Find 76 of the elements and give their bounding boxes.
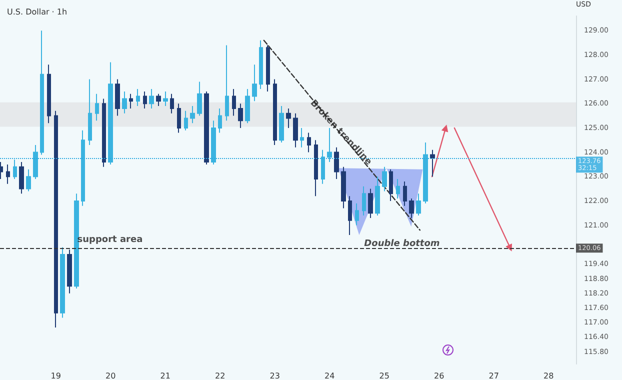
candlestick xyxy=(252,64,257,102)
candlestick xyxy=(382,166,387,192)
candlestick xyxy=(60,246,65,318)
x-tick-label: 24 xyxy=(324,372,335,380)
candlestick xyxy=(67,249,72,294)
candlestick xyxy=(163,90,168,107)
candlestick xyxy=(314,140,318,197)
candlestick xyxy=(293,112,298,148)
candlestick xyxy=(108,62,113,165)
candlestick xyxy=(245,88,250,124)
candlestick xyxy=(416,193,421,216)
candlestick xyxy=(184,110,188,131)
chart-title: U.S. Dollar · 1h xyxy=(7,8,68,16)
candlestick xyxy=(95,93,99,122)
candlestick xyxy=(355,202,359,226)
candlestick xyxy=(149,88,154,109)
candlestick xyxy=(266,44,270,92)
candlestick xyxy=(211,120,216,165)
candlestick xyxy=(321,149,325,184)
candlestick xyxy=(6,164,10,184)
candlestick xyxy=(47,64,51,124)
candlestick xyxy=(54,110,58,328)
candlestick xyxy=(327,127,332,163)
x-tick-label: 25 xyxy=(379,372,390,380)
candlestick xyxy=(197,81,202,116)
candlestick xyxy=(396,178,400,200)
candlestick xyxy=(74,193,79,290)
candlestick xyxy=(218,108,222,134)
x-tick-label: 26 xyxy=(434,372,444,380)
candlestick xyxy=(143,90,147,109)
candlestick xyxy=(102,98,106,168)
candlestick xyxy=(204,90,209,165)
candlestick xyxy=(81,130,85,206)
candlestick xyxy=(238,103,243,128)
x-tick-label: 21 xyxy=(160,372,170,380)
x-tick-label: 23 xyxy=(270,372,280,380)
candlestick xyxy=(88,78,92,146)
candlestick xyxy=(122,90,127,114)
candlestick xyxy=(259,40,263,90)
candlestick xyxy=(232,88,236,116)
candlestick xyxy=(13,159,17,180)
candlestick xyxy=(190,106,195,124)
x-tick-label: 20 xyxy=(106,372,116,380)
candlestick xyxy=(279,106,284,144)
candlestick xyxy=(348,196,352,236)
candlestick xyxy=(115,78,120,116)
candlestick xyxy=(341,166,346,209)
candlestick xyxy=(26,168,31,192)
candlestick xyxy=(368,188,373,218)
candlestick xyxy=(33,144,38,180)
candlestick xyxy=(375,176,380,216)
candlestick xyxy=(40,30,44,156)
candlestick xyxy=(334,146,339,180)
candlestick xyxy=(136,88,140,107)
annotation: Double bottom xyxy=(364,239,440,250)
candlestick xyxy=(409,198,414,218)
candlestick xyxy=(300,127,304,148)
candlestick xyxy=(423,142,428,204)
candlestick xyxy=(403,180,407,206)
candlestick xyxy=(129,93,133,109)
candlestick xyxy=(225,44,229,122)
candlestick xyxy=(177,103,181,134)
x-tick-label: 28 xyxy=(544,372,554,380)
candlestick xyxy=(19,162,24,194)
candlestick xyxy=(286,108,291,128)
x-tick-label: 19 xyxy=(50,372,61,380)
candlestick xyxy=(170,93,174,114)
x-tick-label: 22 xyxy=(215,372,226,380)
candlestick xyxy=(156,93,161,107)
candlestick xyxy=(389,168,393,202)
candlestick xyxy=(430,149,435,178)
x-tick-label: 27 xyxy=(488,372,499,380)
candlestick xyxy=(307,132,311,153)
candlestick xyxy=(362,186,366,216)
candlestick xyxy=(273,78,277,146)
candlestick xyxy=(0,162,3,180)
